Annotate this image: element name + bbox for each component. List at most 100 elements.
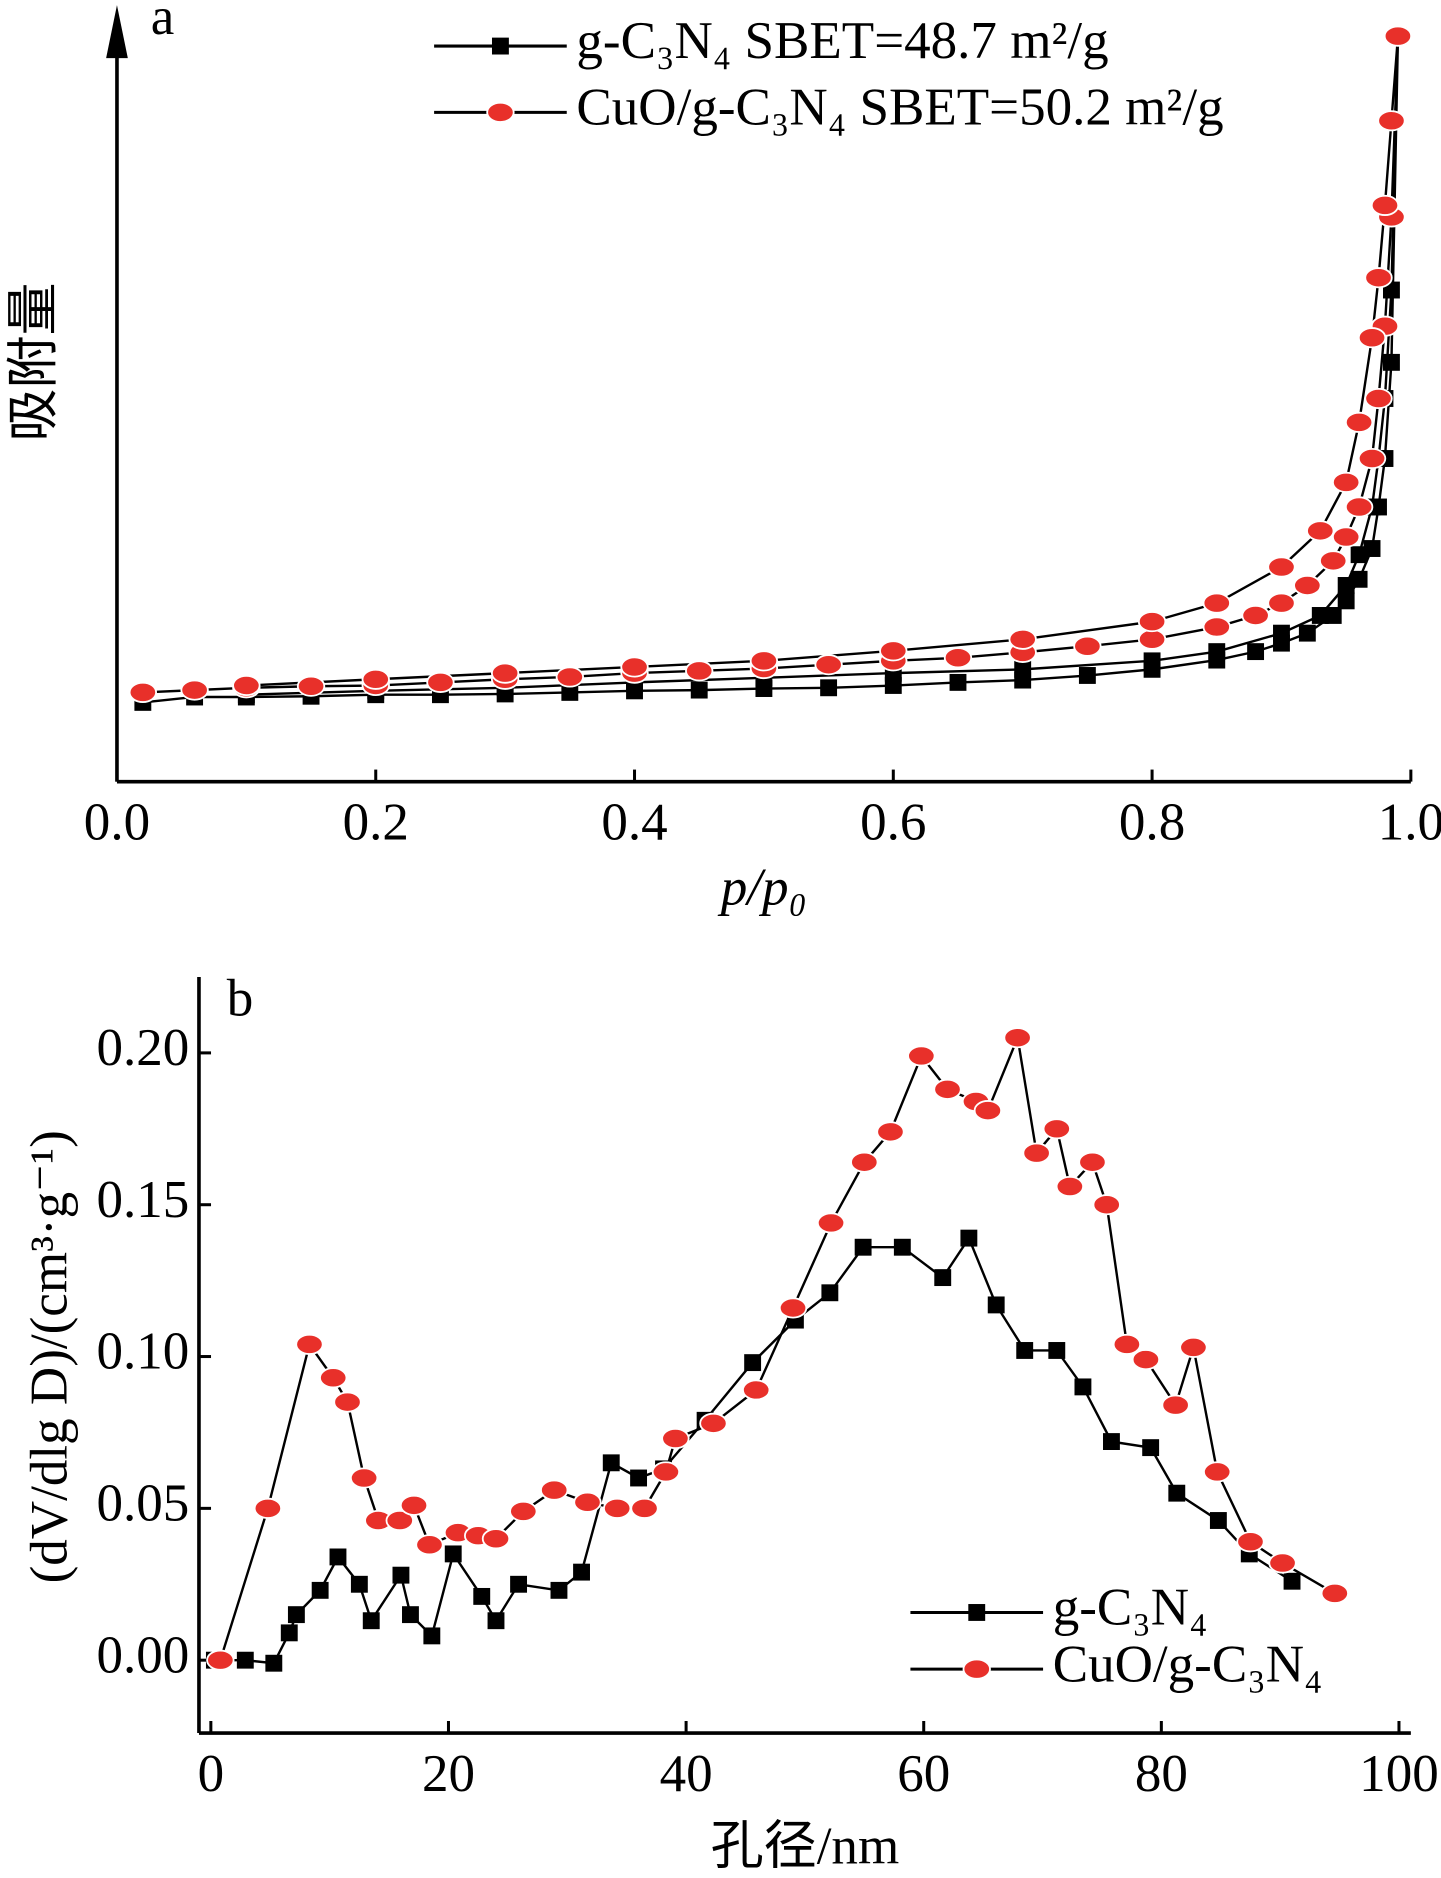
marker: [1092, 1194, 1121, 1216]
legend-label: g-C₃N₄: [1053, 1579, 1208, 1637]
marker: [1073, 635, 1102, 657]
marker: [402, 1606, 419, 1624]
marker: [1209, 1512, 1227, 1529]
marker: [1324, 607, 1342, 624]
marker: [603, 1497, 632, 1519]
marker: [651, 1461, 681, 1483]
marker: [333, 1391, 362, 1413]
marker: [1042, 1118, 1071, 1140]
marker: [1267, 592, 1296, 614]
marker: [1383, 353, 1400, 371]
marker: [816, 1212, 846, 1234]
marker: [820, 679, 838, 697]
marker: [934, 1269, 952, 1287]
marker: [814, 654, 843, 676]
marker: [128, 681, 158, 703]
marker: [949, 673, 967, 691]
legend-marker: [486, 101, 515, 123]
marker: [423, 1627, 441, 1645]
marker: [1331, 526, 1361, 548]
marker: [540, 1479, 569, 1501]
marker: [1137, 611, 1167, 633]
marker: [1131, 1349, 1161, 1371]
marker: [349, 1467, 379, 1489]
marker: [1078, 1151, 1107, 1173]
marker: [1357, 447, 1387, 470]
y-tick-label: 0.00: [96, 1626, 189, 1684]
marker: [487, 1612, 505, 1630]
marker: [630, 1469, 648, 1487]
marker: [1241, 604, 1270, 627]
marker: [850, 1151, 879, 1173]
marker: [509, 1500, 538, 1522]
marker: [573, 1491, 602, 1513]
marker: [699, 1412, 728, 1434]
marker: [280, 1624, 298, 1642]
marker: [778, 1297, 808, 1319]
marker: [1364, 387, 1393, 410]
marker: [287, 1606, 305, 1624]
marker: [1055, 1175, 1085, 1198]
x-tick-label: 0.0: [84, 794, 150, 852]
marker: [481, 1528, 511, 1550]
legend-marker: [968, 1604, 986, 1621]
marker: [893, 1238, 911, 1256]
marker: [1161, 1394, 1190, 1416]
marker: [943, 647, 973, 669]
marker: [1202, 592, 1231, 614]
marker: [392, 1566, 410, 1584]
legend-label: CuO/g-C₃N₄: [1053, 1635, 1323, 1693]
marker: [399, 1494, 429, 1516]
x-tick-label: 1.0: [1378, 794, 1441, 852]
axis-arrow: [106, 5, 128, 59]
marker: [265, 1654, 283, 1672]
marker: [319, 1367, 348, 1389]
marker: [685, 660, 714, 682]
marker: [1283, 1572, 1301, 1590]
y-tick-label: 0.20: [96, 1019, 189, 1077]
marker: [206, 1649, 235, 1671]
marker: [876, 1121, 905, 1143]
marker: [933, 1078, 962, 1100]
marker: [1337, 577, 1355, 594]
marker: [232, 674, 261, 697]
marker: [444, 1545, 462, 1563]
marker: [1357, 327, 1387, 349]
marker: [253, 1497, 283, 1519]
marker: [311, 1581, 329, 1599]
marker: [236, 1651, 254, 1669]
marker: [742, 1379, 771, 1401]
marker: [749, 650, 779, 672]
marker: [630, 1497, 659, 1519]
marker: [1016, 1342, 1034, 1359]
y-tick-label: 0.15: [96, 1171, 189, 1229]
marker: [490, 662, 520, 684]
x-tick-label: 0.4: [601, 794, 667, 852]
marker: [987, 1296, 1005, 1314]
marker: [1003, 1027, 1032, 1049]
marker: [602, 1454, 620, 1472]
marker: [473, 1587, 491, 1605]
marker: [1014, 660, 1032, 678]
marker: [1311, 607, 1329, 624]
x-tick-label: 60: [897, 1745, 950, 1803]
marker: [1337, 592, 1355, 610]
marker: [1008, 628, 1037, 650]
marker: [362, 1612, 380, 1630]
marker: [296, 675, 326, 697]
marker: [1363, 540, 1381, 557]
series-line: [219, 1033, 1336, 1661]
marker: [1377, 110, 1406, 132]
marker: [1137, 628, 1167, 650]
marker: [1103, 1433, 1120, 1451]
marker: [1208, 643, 1226, 661]
x-tick-label: 80: [1135, 1745, 1188, 1803]
marker: [960, 1229, 978, 1247]
y-tick-label: 0.10: [96, 1323, 189, 1381]
marker: [295, 1333, 324, 1355]
marker: [1350, 546, 1368, 564]
marker: [1112, 1333, 1142, 1355]
marker: [180, 679, 209, 701]
x-tick-label: 0.6: [860, 794, 926, 852]
